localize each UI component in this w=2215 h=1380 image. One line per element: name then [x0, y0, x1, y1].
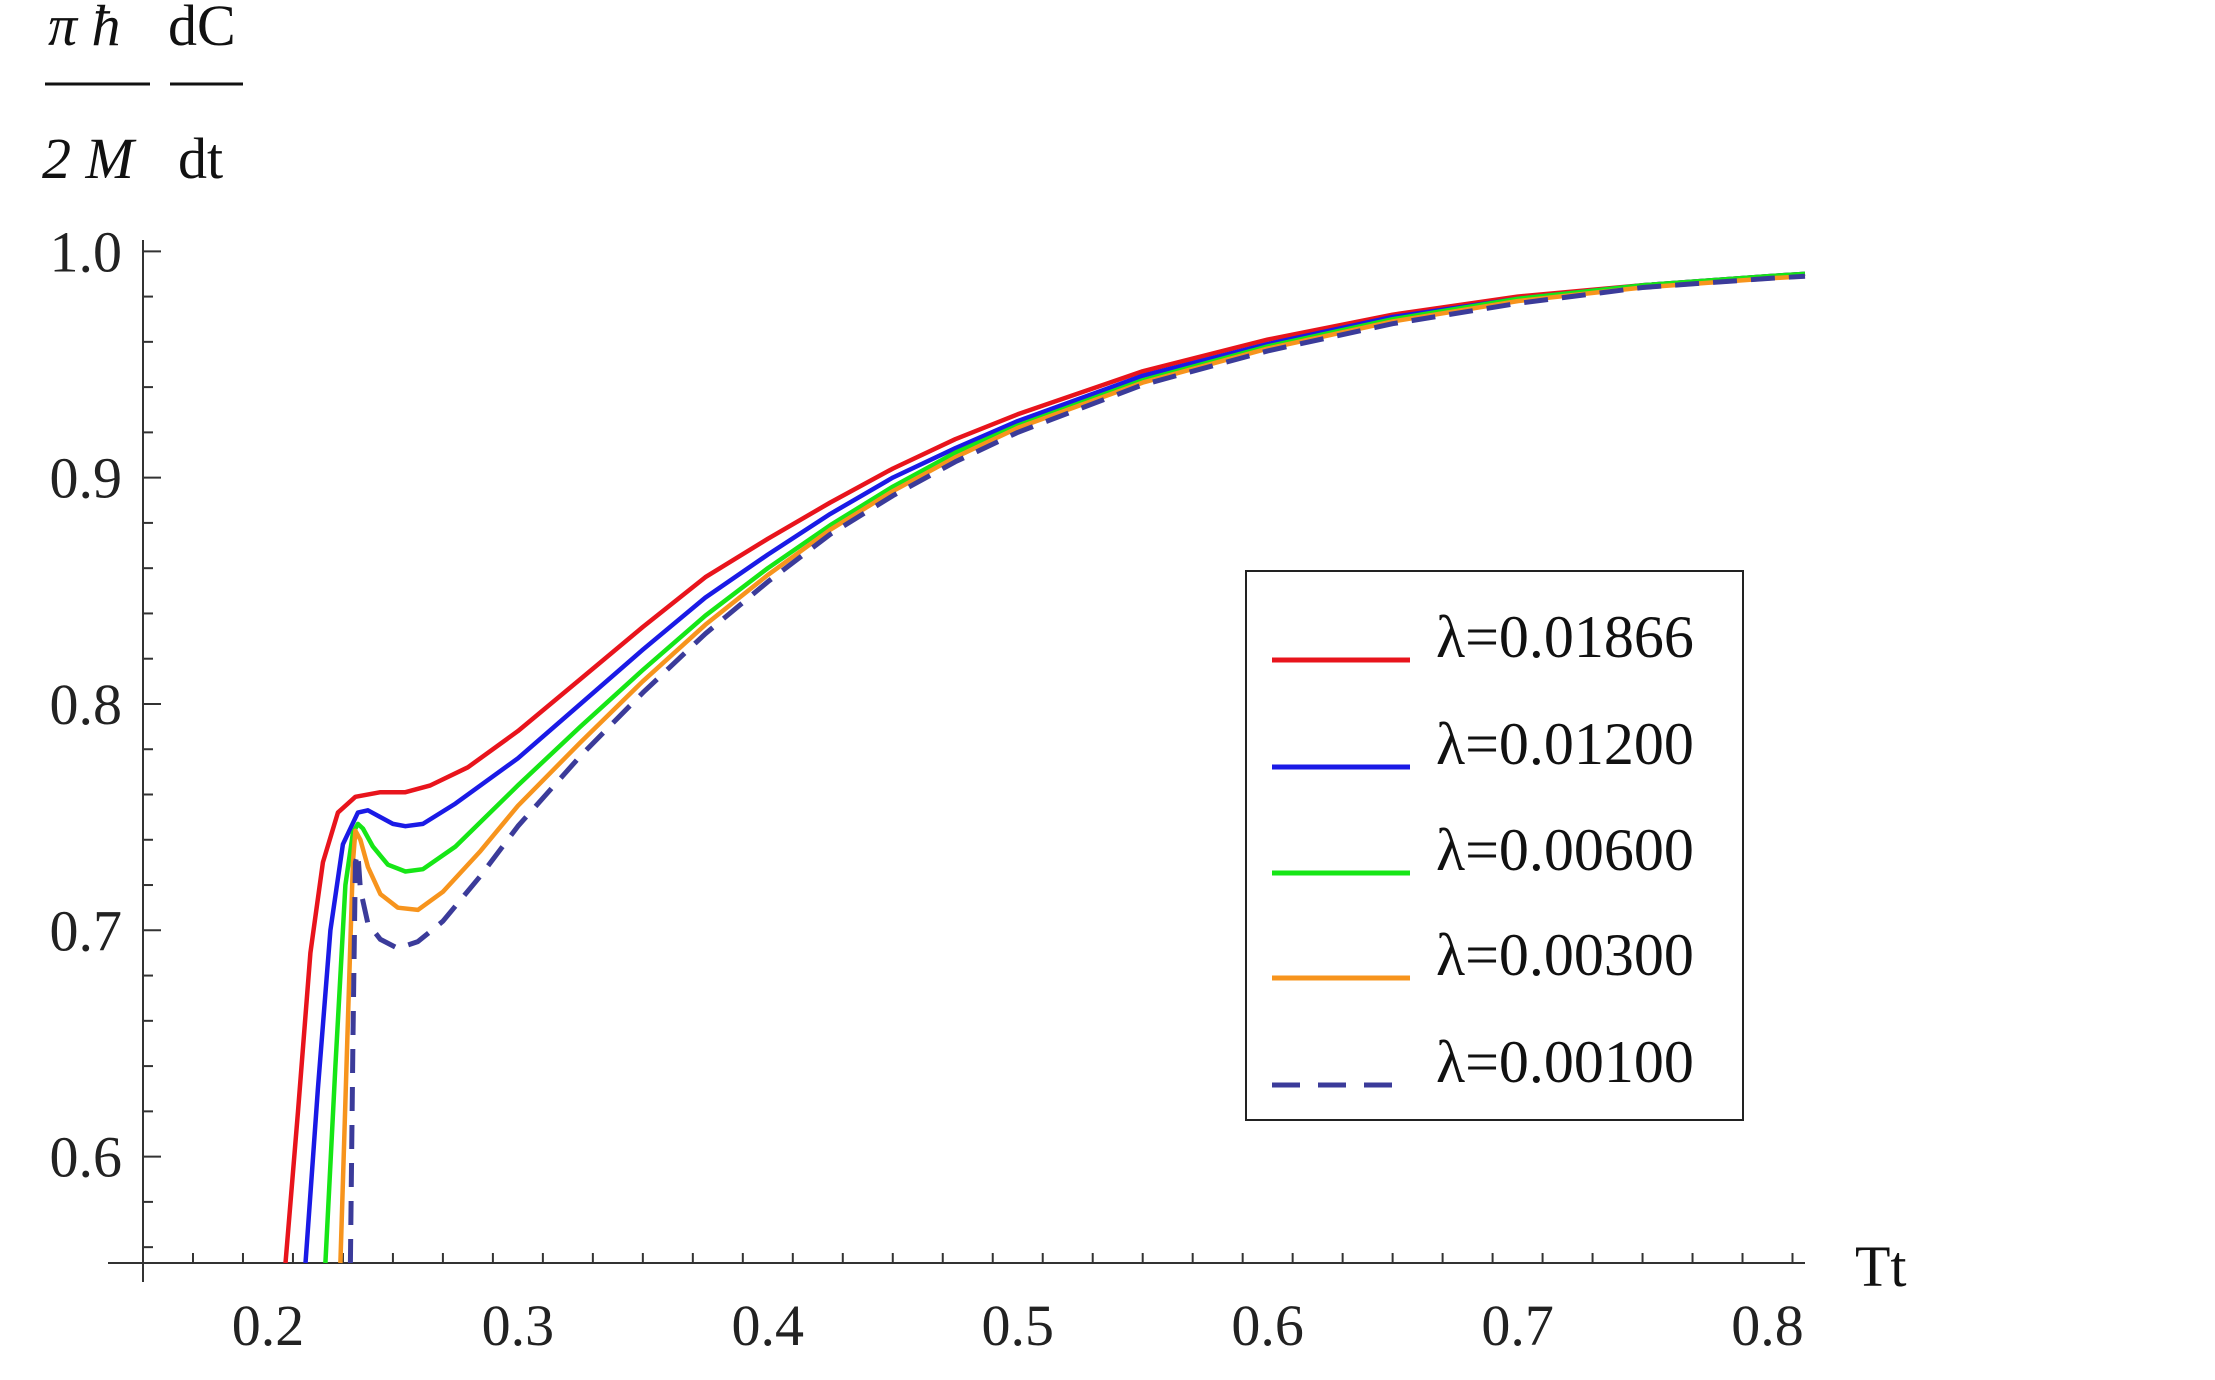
- x-tick-label: 0.8: [1731, 1293, 1804, 1358]
- y-title-den-left: 2 M: [42, 126, 137, 191]
- x-tick-label: 0.3: [482, 1293, 555, 1358]
- x-tick-label: 0.7: [1481, 1293, 1554, 1358]
- y-tick-label: 0.8: [50, 672, 123, 737]
- y-title-num-right: dC: [168, 0, 236, 58]
- x-tick-label: 0.4: [732, 1293, 805, 1358]
- x-tick-label: 0.5: [981, 1293, 1054, 1358]
- series-line-1: [283, 271, 1806, 1264]
- y-tick-label: 0.7: [50, 898, 123, 963]
- legend-label-2: λ=0.01200: [1436, 711, 1694, 777]
- y-tick-label: 0.9: [50, 446, 123, 511]
- legend: λ=0.01866 λ=0.01200 λ=0.00600 λ=0.00300 λ=0.…: [1245, 570, 1744, 1121]
- x-axis-title: Tt: [1855, 1234, 1907, 1299]
- axis-ticks: [142, 250, 1794, 1263]
- legend-label-4: λ=0.00300: [1436, 922, 1694, 988]
- y-title-num-left: π ħ: [48, 0, 121, 58]
- axis-tick-labels: 0.2 0.3 0.4 0.5 0.6 0.7 0.8 0.6 0.7 0.8 0.9 1.0: [50, 219, 1804, 1358]
- y-axis-title: π ħ 2 M dC dt: [42, 0, 243, 191]
- series-lines: [283, 271, 1806, 1264]
- y-title-den-right: dt: [178, 126, 223, 191]
- legend-label-5: λ=0.00100: [1436, 1029, 1694, 1095]
- x-tick-label: 0.2: [232, 1293, 305, 1358]
- y-tick-label: 0.6: [50, 1125, 123, 1190]
- x-tick-label: 0.6: [1231, 1293, 1304, 1358]
- legend-label-1: λ=0.01866: [1436, 604, 1694, 670]
- series-line-5: [347, 273, 1806, 1264]
- y-tick-label: 1.0: [50, 219, 123, 284]
- legend-label-3: λ=0.00600: [1436, 817, 1694, 883]
